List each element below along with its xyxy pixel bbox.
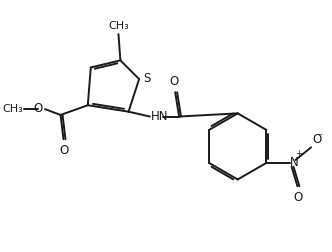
Text: +: +	[295, 149, 302, 158]
Text: HN: HN	[151, 110, 168, 122]
Text: O: O	[170, 75, 179, 88]
Text: O: O	[294, 191, 303, 204]
Text: O: O	[60, 144, 69, 157]
Text: CH₃: CH₃	[108, 21, 129, 31]
Text: S: S	[143, 72, 151, 85]
Text: CH₃: CH₃	[2, 104, 23, 114]
Text: O: O	[312, 133, 321, 146]
Text: N: N	[290, 156, 299, 169]
Text: O: O	[33, 102, 42, 115]
Text: ⁻: ⁻	[317, 132, 323, 142]
